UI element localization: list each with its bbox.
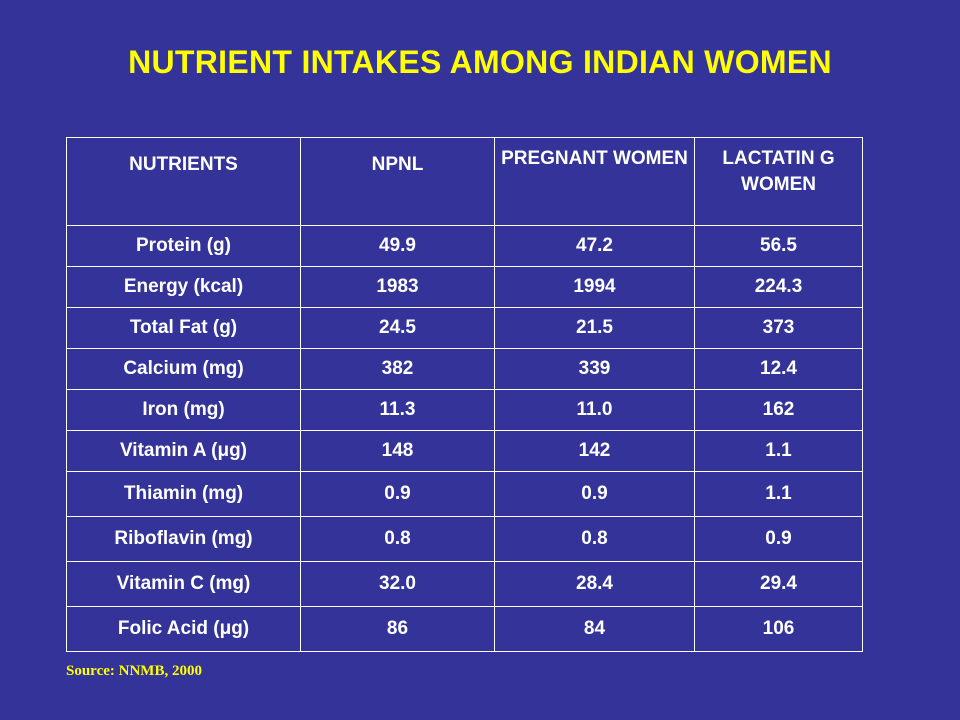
npnl-value-cell: 382 [300, 348, 495, 390]
pregnant-value-cell: 84 [494, 606, 695, 652]
nutrient-name-cell: Vitamin A (μg) [66, 430, 301, 472]
table-row: Folic Acid (μg) 86 84 106 [66, 606, 863, 652]
table-row: Energy (kcal) 1983 1994 224.3 [66, 266, 863, 308]
lactating-value-cell: 12.4 [694, 348, 863, 390]
nutrient-name-cell: Energy (kcal) [66, 266, 301, 308]
npnl-value-cell: 0.9 [300, 471, 495, 517]
npnl-value-cell: 24.5 [300, 307, 495, 349]
table-row: Total Fat (g) 24.5 21.5 373 [66, 307, 863, 349]
lactating-value-cell: 162 [694, 389, 863, 431]
lactating-value-cell: 1.1 [694, 430, 863, 472]
pregnant-value-cell: 339 [494, 348, 695, 390]
npnl-value-cell: 86 [300, 606, 495, 652]
nutrient-name-cell: Total Fat (g) [66, 307, 301, 349]
lactating-value-cell: 373 [694, 307, 863, 349]
table-row: Calcium (mg) 382 339 12.4 [66, 348, 863, 390]
nutrient-table: NUTRIENTS NPNL PREGNANT WOMEN LACTATIN G… [66, 137, 863, 652]
lactating-value-cell: 0.9 [694, 516, 863, 562]
table-row: Protein (g) 49.9 47.2 56.5 [66, 225, 863, 267]
lactating-value-cell: 106 [694, 606, 863, 652]
npnl-value-cell: 32.0 [300, 561, 495, 607]
nutrient-name-cell: Calcium (mg) [66, 348, 301, 390]
table-row: Iron (mg) 11.3 11.0 162 [66, 389, 863, 431]
pregnant-value-cell: 0.9 [494, 471, 695, 517]
table-row: Riboflavin (mg) 0.8 0.8 0.9 [66, 516, 863, 562]
lactating-value-cell: 29.4 [694, 561, 863, 607]
table-header-row: NUTRIENTS NPNL PREGNANT WOMEN LACTATIN G… [66, 137, 863, 226]
table-row: Thiamin (mg) 0.9 0.9 1.1 [66, 471, 863, 517]
pregnant-value-cell: 1994 [494, 266, 695, 308]
nutrient-name-cell: Iron (mg) [66, 389, 301, 431]
lactating-value-cell: 1.1 [694, 471, 863, 517]
column-header-nutrients: NUTRIENTS [66, 137, 301, 226]
npnl-value-cell: 148 [300, 430, 495, 472]
npnl-value-cell: 1983 [300, 266, 495, 308]
nutrient-name-cell: Thiamin (mg) [66, 471, 301, 517]
page-title: NUTRIENT INTAKES AMONG INDIAN WOMEN [128, 44, 832, 80]
nutrient-name-cell: Protein (g) [66, 225, 301, 267]
table-row: Vitamin C (mg) 32.0 28.4 29.4 [66, 561, 863, 607]
npnl-value-cell: 11.3 [300, 389, 495, 431]
pregnant-value-cell: 28.4 [494, 561, 695, 607]
pregnant-value-cell: 0.8 [494, 516, 695, 562]
npnl-value-cell: 0.8 [300, 516, 495, 562]
pregnant-value-cell: 47.2 [494, 225, 695, 267]
npnl-value-cell: 49.9 [300, 225, 495, 267]
table-row: Vitamin A (μg) 148 142 1.1 [66, 430, 863, 472]
column-header-lactating-women: LACTATIN G WOMEN [694, 137, 863, 226]
nutrient-name-cell: Folic Acid (μg) [66, 606, 301, 652]
pregnant-value-cell: 21.5 [494, 307, 695, 349]
pregnant-value-cell: 11.0 [494, 389, 695, 431]
column-header-pregnant-women: PREGNANT WOMEN [494, 137, 695, 226]
lactating-value-cell: 224.3 [694, 266, 863, 308]
source-note: Source: NNMB, 2000 [66, 663, 202, 679]
pregnant-value-cell: 142 [494, 430, 695, 472]
nutrient-name-cell: Vitamin C (mg) [66, 561, 301, 607]
column-header-npnl: NPNL [300, 137, 495, 226]
lactating-value-cell: 56.5 [694, 225, 863, 267]
nutrient-name-cell: Riboflavin (mg) [66, 516, 301, 562]
